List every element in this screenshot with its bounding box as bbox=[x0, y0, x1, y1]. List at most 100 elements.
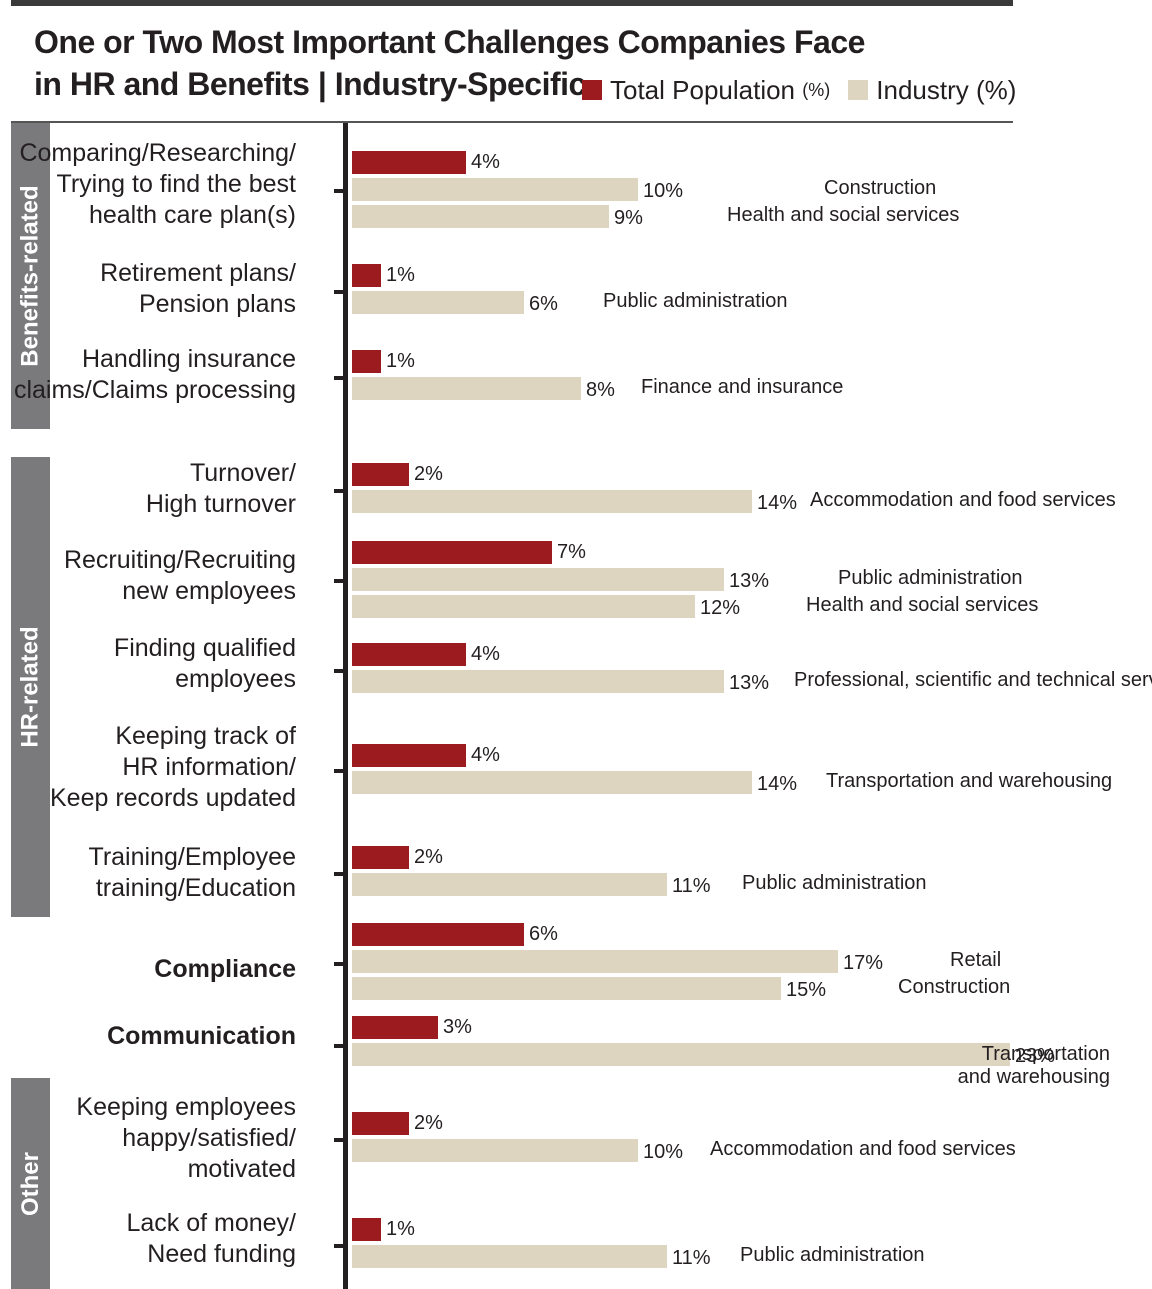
value-label-total: 7% bbox=[557, 541, 586, 563]
group-label-hr: HR-related bbox=[16, 626, 44, 748]
value-label-industry: 23% bbox=[1015, 1045, 1056, 1067]
value-label-total: 2% bbox=[414, 1112, 443, 1134]
chart-title-line1: One or Two Most Important Challenges Com… bbox=[34, 24, 865, 60]
bar-total bbox=[352, 151, 466, 174]
axis-tick bbox=[334, 1044, 344, 1048]
bar-total bbox=[352, 1112, 409, 1135]
bar-total bbox=[352, 923, 524, 946]
value-label-industry: 13% bbox=[729, 672, 770, 694]
category-label-line: Finding qualified bbox=[113, 634, 296, 662]
category-label: Lack of money/Need funding bbox=[126, 1208, 296, 1270]
bar-industry bbox=[352, 205, 609, 228]
legend-unit-total: (%) bbox=[802, 79, 831, 100]
axis-tick bbox=[334, 669, 344, 673]
category-label-line: Training/Employee bbox=[88, 843, 296, 871]
industry-name-label: Public administration bbox=[742, 872, 927, 894]
industry-name-label: Professional, scientific and technical s… bbox=[794, 669, 1152, 691]
value-label-total: 4% bbox=[471, 151, 500, 173]
bar-industry bbox=[352, 178, 638, 201]
value-label-industry: 13% bbox=[729, 570, 770, 592]
industry-name-label: Construction bbox=[824, 177, 937, 199]
value-label-industry: 8% bbox=[586, 379, 615, 401]
value-label-industry: 14% bbox=[757, 773, 798, 795]
bar-industry bbox=[352, 490, 752, 513]
category-label-line: Recruiting/Recruiting bbox=[63, 546, 296, 574]
axis-tick bbox=[334, 376, 344, 380]
axis-tick bbox=[334, 1138, 344, 1142]
group-band-hr bbox=[11, 457, 50, 917]
header-rule bbox=[11, 121, 1013, 123]
value-label-industry: 6% bbox=[529, 293, 558, 315]
category-label: Turnover/High turnover bbox=[146, 458, 296, 520]
bar-industry bbox=[352, 568, 724, 591]
category-label: Comparing/Researching/Trying to find the… bbox=[19, 138, 296, 231]
value-label-total: 6% bbox=[529, 923, 558, 945]
category-label-line: claims/Claims processing bbox=[13, 376, 296, 404]
category-label-line: new employees bbox=[122, 577, 296, 605]
category-label-line: HR information/ bbox=[122, 753, 296, 781]
value-label-total: 1% bbox=[386, 1218, 415, 1240]
axis-tick bbox=[334, 872, 344, 876]
bar-industry bbox=[352, 595, 695, 618]
category-label-line: Trying to find the best bbox=[56, 170, 296, 198]
category-label-line: Keeping track of bbox=[115, 722, 296, 750]
bar-industry bbox=[352, 771, 752, 794]
bar-total bbox=[352, 350, 381, 373]
value-label-industry: 12% bbox=[700, 597, 741, 619]
value-label-total: 3% bbox=[443, 1016, 472, 1038]
axis-tick bbox=[334, 489, 344, 493]
category-label-line: happy/satisfied/ bbox=[122, 1124, 296, 1152]
industry-name-label: Public administration bbox=[740, 1244, 925, 1266]
bar-industry bbox=[352, 950, 838, 973]
legend-swatch-industry bbox=[848, 80, 869, 100]
bar-industry bbox=[352, 1139, 638, 1162]
category-label-line: Pension plans bbox=[138, 290, 296, 318]
legend-label-industry: Industry (%) bbox=[876, 74, 1017, 105]
category-label: Keeping track of HR information/Keep reco… bbox=[50, 721, 296, 814]
bar-total bbox=[352, 264, 381, 287]
value-label-total: 4% bbox=[471, 744, 500, 766]
value-label-total: 1% bbox=[386, 264, 415, 286]
category-label-line: Need funding bbox=[147, 1240, 296, 1268]
bar-total bbox=[352, 744, 466, 767]
category-label-line: motivated bbox=[187, 1155, 296, 1183]
category-label: Compliance bbox=[154, 954, 296, 985]
industry-name-label: Health and social services bbox=[806, 594, 1039, 616]
category-label-line: Lack of money/ bbox=[126, 1209, 296, 1237]
industry-name-label: Public administration bbox=[603, 290, 788, 312]
industry-name-label: Accommodation and food services bbox=[710, 1138, 1016, 1160]
value-label-industry: 14% bbox=[757, 492, 798, 514]
value-label-industry: 11% bbox=[672, 875, 711, 897]
value-label-industry: 11% bbox=[672, 1247, 711, 1269]
category-label-line: Keeping employees bbox=[76, 1093, 296, 1121]
category-label-line: employees bbox=[175, 665, 296, 693]
value-label-total: 1% bbox=[386, 350, 415, 372]
category-label-line: training/Education bbox=[95, 874, 296, 902]
category-label-line: Turnover/ bbox=[189, 459, 296, 487]
bar-industry bbox=[352, 1043, 1010, 1066]
bar-total bbox=[352, 1016, 438, 1039]
bar-total bbox=[352, 846, 409, 869]
category-label-line: Keep records updated bbox=[49, 784, 296, 812]
category-label-line: Compliance bbox=[154, 955, 296, 983]
value-label-total: 4% bbox=[471, 643, 500, 665]
bar-total bbox=[352, 463, 409, 486]
value-label-industry: 15% bbox=[786, 979, 827, 1001]
bar-industry bbox=[352, 977, 781, 1000]
group-band-other bbox=[11, 1078, 50, 1289]
industry-name-label: Construction bbox=[898, 976, 1011, 998]
y-axis-line bbox=[343, 123, 348, 1289]
category-label: Handling insurance claims/Claims processi… bbox=[14, 344, 296, 406]
category-label: Training/Employee training/Education bbox=[88, 842, 296, 904]
bar-industry bbox=[352, 670, 724, 693]
axis-tick bbox=[334, 769, 344, 773]
bar-total bbox=[352, 643, 466, 666]
category-label-line: Communication bbox=[107, 1022, 296, 1050]
category-label: Communication bbox=[107, 1021, 296, 1052]
bar-industry bbox=[352, 377, 581, 400]
value-label-total: 2% bbox=[414, 463, 443, 485]
legend-swatch-total bbox=[582, 80, 602, 100]
industry-name-line: and warehousing bbox=[957, 1066, 1110, 1088]
value-label-industry: 10% bbox=[643, 180, 684, 202]
category-label: Retirement plans/Pension plans bbox=[100, 258, 296, 320]
